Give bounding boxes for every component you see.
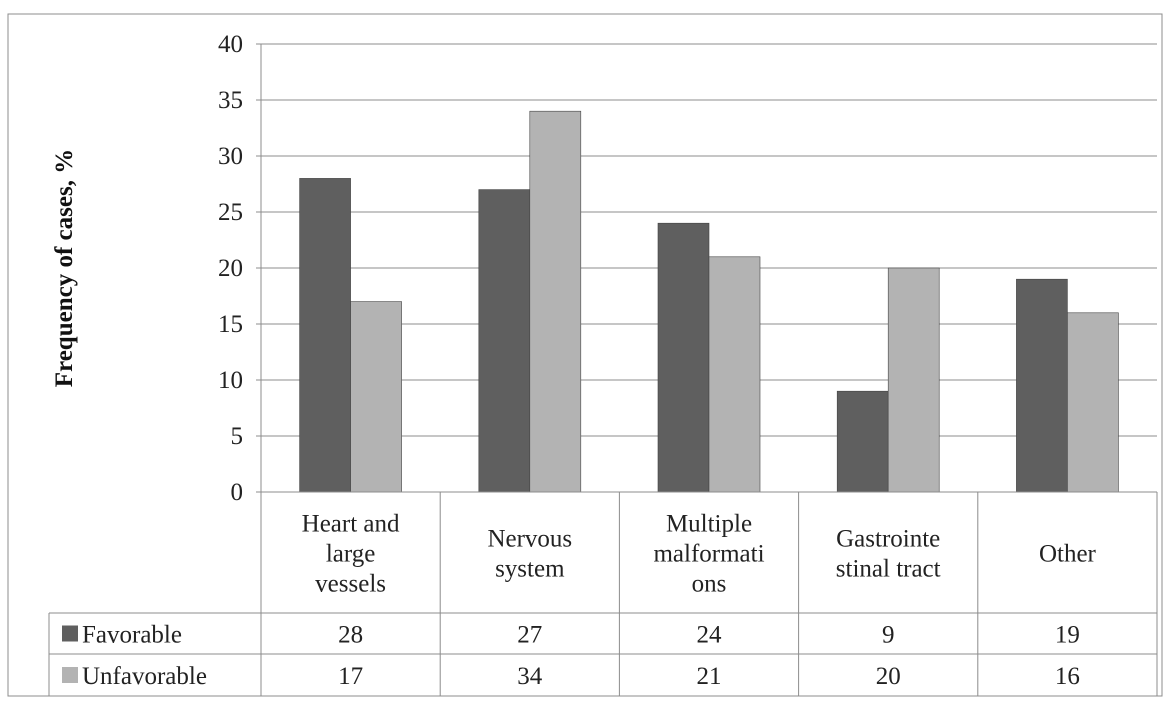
table-value-favorable-4: 19	[1055, 622, 1080, 649]
table-value-favorable-3: 9	[882, 622, 895, 649]
table-value-unfavorable-3: 20	[876, 663, 901, 690]
data-table: Heart and large vessels Nervous system Multip…	[48, 491, 1158, 696]
bar-favorable-4	[1016, 278, 1068, 493]
bar-unfavorable-1	[529, 110, 582, 493]
legend-label-favorable: Favorable	[82, 622, 182, 649]
legend-label-unfavorable: Unfavorable	[82, 663, 207, 690]
y-tick-label-20: 20	[218, 255, 243, 282]
y-axis-ticks: 0 5 10 15 20 25 30 35 40	[218, 31, 243, 506]
y-tick-label-40: 40	[218, 31, 243, 58]
category-label-2-1: malformati	[653, 541, 764, 568]
category-label-2-0: Multiple	[666, 511, 752, 538]
category-label-4-0: Other	[1039, 541, 1097, 568]
y-axis-title: Frequency of cases, %	[51, 149, 78, 387]
y-tick-label-15: 15	[218, 311, 243, 338]
y-tick-label-25: 25	[218, 199, 243, 226]
y-tick-label-0: 0	[231, 479, 244, 506]
category-label-3-0: Gastrointe	[836, 526, 940, 553]
category-label-3-1: stinal tract	[836, 556, 941, 583]
bar-unfavorable-3	[887, 267, 940, 493]
bar-favorable-2	[657, 222, 710, 493]
y-tick-label-10: 10	[218, 367, 243, 394]
bar-favorable-3	[836, 390, 889, 493]
table-value-favorable-2: 24	[697, 622, 723, 649]
bar-unfavorable-2	[708, 256, 761, 493]
bar-favorable-0	[299, 178, 351, 493]
y-tick-label-35: 35	[218, 87, 243, 114]
y-tick-label-30: 30	[218, 143, 243, 170]
legend-key-favorable	[62, 625, 78, 642]
table-value-favorable-0: 28	[338, 622, 363, 649]
category-label-0-2: vessels	[315, 571, 386, 598]
category-label-1-0: Nervous	[487, 526, 572, 553]
table-value-unfavorable-4: 16	[1055, 663, 1080, 690]
bar-favorable-1	[478, 189, 531, 493]
table-value-unfavorable-2: 21	[697, 663, 722, 690]
table-value-favorable-1: 27	[517, 622, 542, 649]
bar-unfavorable-0	[350, 301, 402, 493]
y-tick-label-5: 5	[231, 423, 244, 450]
table-value-unfavorable-0: 17	[338, 663, 363, 690]
category-label-0-0: Heart and	[302, 511, 400, 538]
category-label-2-2: ons	[692, 571, 727, 598]
legend-key-unfavorable	[62, 667, 78, 683]
bars	[299, 110, 1119, 493]
category-label-1-1: system	[495, 556, 565, 583]
table-value-unfavorable-1: 34	[517, 663, 543, 690]
chart-frame	[7, 13, 1163, 697]
bar-unfavorable-4	[1067, 312, 1119, 493]
category-label-0-1: large	[326, 541, 376, 568]
